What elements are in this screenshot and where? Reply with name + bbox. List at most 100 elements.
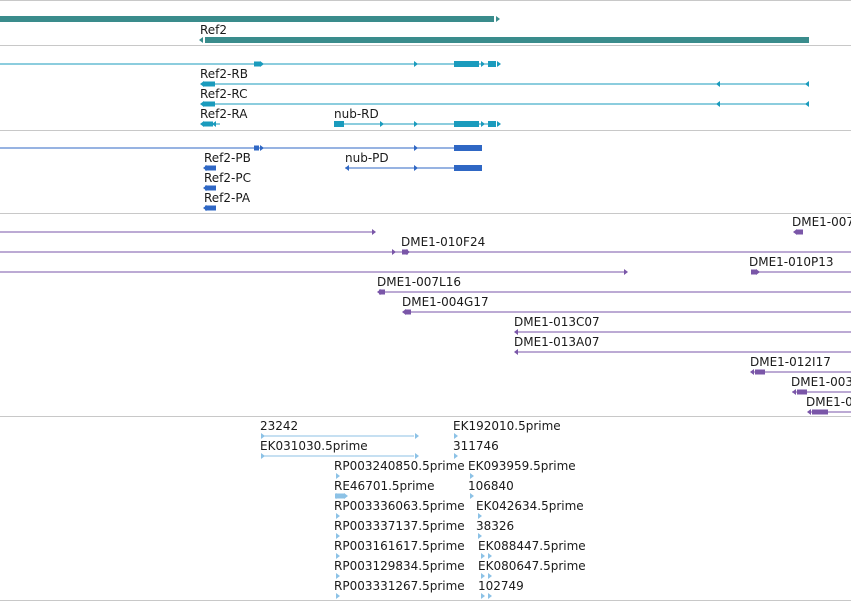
strand-arrow[interactable] [336, 533, 340, 539]
exon-block[interactable] [488, 61, 496, 67]
strand-arrow[interactable] [750, 369, 754, 375]
exon-block[interactable] [797, 229, 803, 235]
feature-label[interactable]: RP003331267.5prime [334, 579, 465, 593]
feature-label[interactable]: DME1-010P13 [749, 255, 834, 269]
strand-arrow[interactable] [481, 573, 485, 579]
feature-label[interactable]: EK093959.5prime [468, 459, 576, 473]
exon-block[interactable] [0, 16, 494, 22]
strand-arrow[interactable] [345, 165, 349, 171]
feature-label[interactable]: DME1-004G17 [402, 295, 489, 309]
strand-arrow[interactable] [344, 493, 348, 499]
feature-label[interactable]: 311746 [453, 439, 499, 453]
strand-arrow[interactable] [336, 573, 340, 579]
strand-arrow[interactable] [481, 61, 485, 67]
exon-block[interactable] [751, 269, 757, 275]
exon-block[interactable] [205, 205, 216, 211]
strand-arrow[interactable] [260, 145, 264, 151]
strand-arrow[interactable] [793, 229, 797, 235]
feature-label[interactable]: DME1-003 [791, 375, 851, 389]
feature-label[interactable]: nub-PD [345, 151, 389, 165]
strand-arrow[interactable] [488, 593, 492, 599]
strand-arrow[interactable] [200, 121, 204, 127]
feature-label[interactable]: DME1-013C07 [514, 315, 600, 329]
feature-label[interactable]: nub-RD [334, 107, 379, 121]
feature-label[interactable]: Ref2-RA [200, 107, 248, 121]
strand-arrow[interactable] [336, 553, 340, 559]
exon-block[interactable] [203, 81, 215, 87]
exon-block[interactable] [797, 389, 807, 395]
feature-label[interactable]: EK031030.5prime [260, 439, 368, 453]
strand-arrow[interactable] [414, 61, 418, 67]
strand-arrow[interactable] [497, 61, 501, 67]
strand-arrow[interactable] [199, 37, 203, 43]
strand-arrow[interactable] [200, 81, 204, 87]
feature-label[interactable]: Ref2-PB [204, 151, 251, 165]
strand-arrow[interactable] [454, 433, 458, 439]
strand-arrow[interactable] [454, 453, 458, 459]
strand-arrow[interactable] [336, 473, 340, 479]
feature-label[interactable]: EK080647.5prime [478, 559, 586, 573]
feature-label[interactable]: Ref2 [200, 23, 228, 37]
exon-block[interactable] [254, 145, 259, 151]
strand-arrow[interactable] [716, 101, 720, 107]
strand-arrow[interactable] [481, 121, 485, 127]
feature-label[interactable]: DME1-010F24 [401, 235, 486, 249]
exon-block[interactable] [334, 121, 344, 127]
strand-arrow[interactable] [336, 593, 340, 599]
strand-arrow[interactable] [488, 553, 492, 559]
feature-label[interactable]: RE46701.5prime [334, 479, 435, 493]
strand-arrow[interactable] [470, 473, 474, 479]
exon-block[interactable] [488, 121, 496, 127]
exon-block[interactable] [454, 165, 482, 171]
strand-arrow[interactable] [478, 533, 482, 539]
strand-arrow[interactable] [716, 81, 720, 87]
strand-arrow[interactable] [203, 205, 207, 211]
feature-label[interactable]: RP003337137.5prime [334, 519, 465, 533]
feature-label[interactable]: EK192010.5prime [453, 419, 561, 433]
strand-arrow[interactable] [514, 349, 518, 355]
strand-arrow[interactable] [792, 389, 796, 395]
strand-arrow[interactable] [805, 81, 809, 87]
strand-arrow[interactable] [415, 433, 419, 439]
strand-arrow[interactable] [805, 101, 809, 107]
exon-block[interactable] [205, 37, 809, 43]
strand-arrow[interactable] [260, 61, 264, 67]
strand-arrow[interactable] [406, 249, 410, 255]
feature-label[interactable]: 23242 [260, 419, 299, 433]
strand-arrow[interactable] [497, 121, 501, 127]
exon-block[interactable] [454, 121, 479, 127]
strand-arrow[interactable] [261, 453, 265, 459]
strand-arrow[interactable] [372, 229, 376, 235]
strand-arrow[interactable] [481, 553, 485, 559]
exon-block[interactable] [254, 61, 260, 67]
feature-label[interactable]: Ref2-RC [200, 87, 248, 101]
exon-block[interactable] [454, 61, 479, 67]
strand-arrow[interactable] [478, 513, 482, 519]
strand-arrow[interactable] [203, 185, 207, 191]
exon-block[interactable] [402, 249, 408, 255]
feature-label[interactable]: DME1-0 [806, 395, 851, 409]
exon-block[interactable] [203, 101, 215, 107]
feature-label[interactable]: RP003129834.5prime [334, 559, 465, 573]
exon-block[interactable] [335, 493, 345, 499]
strand-arrow[interactable] [756, 269, 760, 275]
exon-block[interactable] [379, 289, 385, 295]
strand-arrow[interactable] [392, 249, 396, 255]
strand-arrow[interactable] [496, 16, 500, 22]
strand-arrow[interactable] [514, 329, 518, 335]
strand-arrow[interactable] [200, 101, 204, 107]
exon-block[interactable] [405, 309, 411, 315]
feature-label[interactable]: 38326 [476, 519, 515, 533]
exon-block[interactable] [812, 409, 828, 415]
strand-arrow[interactable] [414, 121, 418, 127]
feature-label[interactable]: RP003240850.5prime [334, 459, 465, 473]
strand-arrow[interactable] [470, 493, 474, 499]
feature-label[interactable]: DME1-007L16 [377, 275, 461, 289]
feature-label[interactable]: Ref2-PA [204, 191, 251, 205]
feature-label[interactable]: 106840 [468, 479, 514, 493]
feature-label[interactable]: DME1-013A07 [514, 335, 600, 349]
exon-block[interactable] [454, 145, 482, 151]
feature-label[interactable]: RP003336063.5prime [334, 499, 465, 513]
strand-arrow[interactable] [414, 145, 418, 151]
feature-label[interactable]: 102749 [478, 579, 524, 593]
